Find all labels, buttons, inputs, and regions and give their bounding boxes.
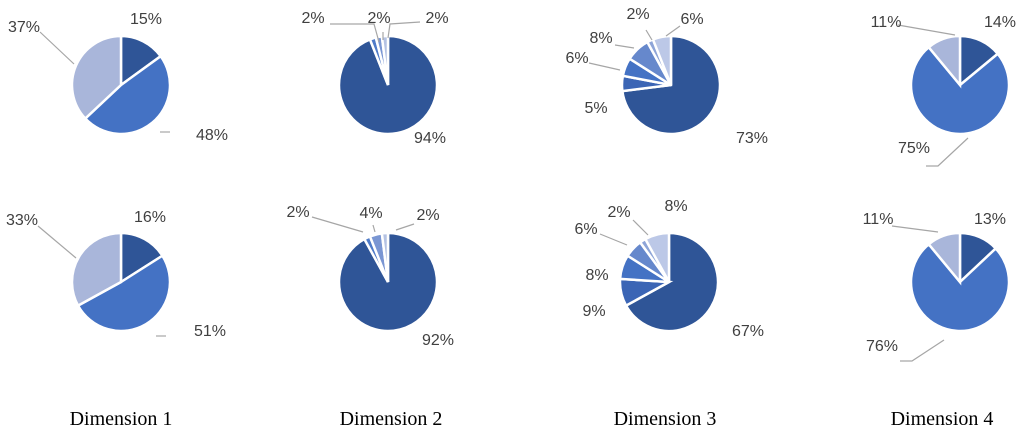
pie-3: 73%5%6%8%2% 6% (565, 6, 768, 147)
pie-7-label-3: 8% (585, 267, 608, 284)
pie-1-slice-3 (70, 34, 123, 121)
pie-3-label-5: 2% (626, 6, 649, 23)
pie-2-label-4: 2% (425, 10, 448, 27)
pie-2-leader-2 (330, 23, 380, 43)
pie-3-leader-6 (665, 25, 681, 37)
pie-3-leader-5 (645, 29, 653, 41)
pie-1-leader-3 (39, 31, 75, 65)
pie-7-slice-6 (643, 231, 671, 283)
pie-6-label-1: 92% (422, 332, 454, 349)
pie-2-label-2: 2% (301, 10, 324, 27)
pie-8-slice-3 (927, 231, 962, 286)
pie-7-slice-1 (624, 231, 720, 333)
pie-5-leader-3 (37, 225, 77, 259)
pie-8: 13% 76% 11% (863, 211, 1011, 362)
dimension-2-label: Dimension 2 (340, 408, 443, 430)
pie-3-label-6: 6% (680, 11, 703, 28)
pie-8-leader-3 (891, 225, 939, 233)
pie-6-leader-4 (395, 223, 415, 231)
pie-7-leader-4 (599, 233, 628, 246)
pie-6-leader-3 (372, 224, 376, 233)
pie-8-label-3: 11% (863, 211, 894, 228)
pie-2-label-3: 2% (367, 10, 390, 27)
pie-5-label-3: 33% (6, 212, 38, 229)
pie-4: 14% 75% 11% (871, 14, 1016, 167)
pie-1: 15% 48% 37% (8, 11, 228, 144)
pie-5-label-2: 51% (194, 323, 226, 340)
pie-1-label-1: 15% (130, 11, 162, 28)
pie-4-slice-3 (927, 34, 962, 89)
pie-2: 94% 2% 2% 2% (301, 10, 448, 147)
pie-6: 92% 2% 4% 2% (286, 204, 454, 349)
pie-7-label-2: 9% (582, 303, 605, 320)
pie-8-leader-2 (900, 339, 945, 362)
pie-7-label-6: 8% (664, 198, 687, 215)
pie-1-slice-2 (83, 54, 172, 136)
pie-3-label-2: 5% (584, 100, 607, 117)
pie-3-slice-6 (651, 34, 673, 86)
pie-5-label-1: 16% (134, 209, 166, 226)
pie-3-label-3: 6% (565, 50, 588, 67)
pie-7-label-4: 6% (574, 221, 597, 238)
dimension-3-label: Dimension 3 (614, 408, 717, 430)
pie-5-slice-2 (76, 254, 172, 333)
pie-8-slice-2 (909, 242, 1011, 333)
pie-7-label-5: 2% (607, 204, 630, 221)
pie-3-label-1: 73% (736, 130, 768, 147)
pie-7-leader-5 (632, 219, 649, 236)
pie-8-label-2: 76% (866, 338, 898, 355)
pie-4-label-3: 11% (871, 14, 902, 31)
pie-4-slice-2 (909, 45, 1011, 136)
pie-7: 67% 9% 8% 6% 2% 8% (574, 198, 764, 340)
pie-4-leader-3 (897, 24, 956, 36)
pie-5: 16% 51% 33% (6, 209, 226, 340)
pie-3-leader-3 (588, 62, 621, 71)
pie-8-label-1: 13% (974, 211, 1006, 228)
pie-3-leader-4 (614, 44, 635, 49)
dimension-4-label: Dimension 4 (891, 408, 994, 430)
pie-1-label-3: 37% (8, 19, 40, 36)
dimension-1-label: Dimension 1 (70, 408, 173, 430)
pie-6-slice-4 (380, 231, 390, 283)
pie-2-label-1: 94% (414, 130, 446, 147)
pie-6-leader-2 (311, 216, 364, 233)
pie-2-leader-4 (387, 21, 421, 39)
pie-4-label-1: 14% (984, 14, 1016, 31)
pie-6-label-3: 4% (359, 205, 382, 222)
pie-7-label-1: 67% (732, 323, 764, 340)
pie-6-label-4: 2% (416, 207, 439, 224)
pie-4-label-2: 75% (898, 140, 930, 157)
pie-5-slice-3 (70, 231, 123, 308)
pie-6-label-2: 2% (286, 204, 309, 221)
pie-3-label-4: 8% (589, 30, 612, 47)
pie-4-leader-2 (926, 137, 969, 167)
pie-1-label-2: 48% (196, 127, 228, 144)
